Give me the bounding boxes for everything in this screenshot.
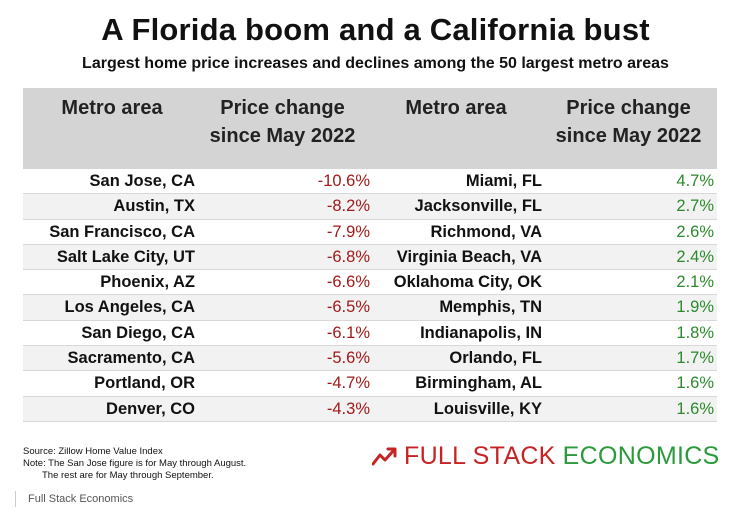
header-metro-area-right: Metro area (371, 94, 541, 122)
chart-subtitle: Largest home price increases and decline… (82, 55, 669, 72)
table-row: Sacramento, CA -5.6% Orlando, FL 1.7% (23, 346, 717, 372)
decliner-metro-cell: Los Angeles, CA (64, 298, 196, 317)
header-metro-area-left: Metro area (27, 94, 197, 122)
decliner-metro-cell: Sacramento, CA (67, 349, 195, 368)
table-row: San Francisco, CA -7.9% Richmond, VA 2.6% (23, 220, 717, 245)
gainer-change-cell: 2.7% (676, 197, 714, 216)
header-price-change-line2: since May 2022 (555, 125, 702, 147)
decliner-change-cell: -10.6% (317, 172, 370, 190)
decliner-change-cell: -8.2% (326, 197, 370, 216)
table-row: Austin, TX -8.2% Jacksonville, FL 2.7% (23, 194, 717, 220)
header-price-change-line2: since May 2022 (209, 125, 356, 147)
footnotes: Source: Zillow Home Value Index Note: Th… (23, 446, 246, 482)
chart-title: A Florida boom and a California bust (101, 12, 650, 47)
price-change-table: Metro area Price change since May 2022 M… (23, 88, 717, 422)
gainer-change-cell: 4.7% (676, 172, 714, 190)
trend-up-arrow-icon (372, 447, 397, 466)
brand-logo: FULL STACK ECONOMICS (372, 441, 720, 471)
table-row: Portland, OR -4.7% Birmingham, AL 1.6% (23, 371, 717, 397)
decliner-metro-cell: Salt Lake City, UT (56, 247, 195, 266)
decliner-change-cell: -4.3% (326, 399, 370, 418)
table-row: Denver, CO -4.3% Louisville, KY 1.6% (23, 396, 717, 422)
decliner-metro-cell: San Diego, CA (81, 323, 195, 342)
gainer-change-cell: 1.9% (676, 298, 714, 317)
decliner-change-cell: -6.6% (326, 273, 370, 292)
decliner-change-cell: -6.8% (326, 247, 370, 266)
gainer-change-cell: 2.1% (676, 273, 714, 292)
header-metro-label: Metro area (405, 97, 507, 119)
gainer-metro-cell: Birmingham, AL (415, 374, 542, 393)
table-row: San Jose, CA -10.6% Miami, FL 4.7% (23, 169, 717, 195)
decliner-metro-cell: Portland, OR (94, 374, 195, 393)
gainer-change-cell: 1.8% (676, 323, 714, 342)
table-row: Phoenix, AZ -6.6% Oklahoma City, OK 2.1% (23, 270, 717, 296)
decliner-change-cell: -4.7% (326, 374, 370, 393)
gainer-change-cell: 1.7% (676, 349, 714, 368)
table-row: Salt Lake City, UT -6.8% Virginia Beach, V… (23, 244, 717, 271)
header-price-change-left: Price change since May 2022 (195, 94, 370, 150)
note-line-1: Note: The San Jose figure is for May thr… (23, 458, 247, 469)
table-header: Metro area Price change since May 2022 M… (23, 88, 717, 169)
gainer-change-cell: 1.6% (676, 374, 714, 393)
decliner-change-cell: -5.6% (326, 349, 370, 368)
decliner-metro-cell: Austin, TX (113, 197, 195, 216)
decliner-metro-cell: Denver, CO (106, 399, 195, 418)
image-caption: Full Stack Economics (15, 491, 133, 507)
decliner-metro-cell: San Francisco, CA (49, 222, 195, 241)
decliner-change-cell: -6.5% (326, 298, 370, 317)
gainer-change-cell: 1.6% (676, 399, 714, 418)
note-line-2: The rest are for May through September. (42, 470, 214, 481)
gainer-metro-cell: Memphis, TN (439, 298, 542, 317)
decliner-metro-cell: Phoenix, AZ (100, 273, 195, 292)
decliner-change-cell: -6.1% (326, 323, 370, 342)
gainer-change-cell: 2.4% (676, 247, 714, 266)
gainer-metro-cell: Richmond, VA (430, 222, 542, 241)
gainer-metro-cell: Virginia Beach, VA (396, 247, 542, 266)
gainer-metro-cell: Louisville, KY (433, 399, 542, 418)
table-body: San Jose, CA -10.6% Miami, FL 4.7% Austin, T… (23, 169, 717, 422)
header-metro-label: Metro area (61, 97, 163, 119)
header-price-change-right: Price change since May 2022 (541, 94, 716, 150)
table-row: Los Angeles, CA -6.5% Memphis, TN 1.9% (23, 295, 717, 321)
table-row: San Diego, CA -6.1% Indianapolis, IN 1.8% (23, 321, 717, 347)
brand-full-stack: FULL STACK (404, 441, 556, 470)
decliner-metro-cell: San Jose, CA (89, 172, 195, 190)
source-note: Source: Zillow Home Value Index (23, 446, 163, 457)
gainer-metro-cell: Orlando, FL (449, 349, 542, 368)
header-price-change-line1: Price change (566, 97, 691, 119)
gainer-metro-cell: Jacksonville, FL (414, 197, 542, 216)
header-price-change-line1: Price change (220, 97, 345, 119)
gainer-change-cell: 2.6% (676, 222, 714, 241)
gainer-metro-cell: Indianapolis, IN (420, 323, 542, 342)
gainer-metro-cell: Miami, FL (465, 172, 542, 190)
gainer-metro-cell: Oklahoma City, OK (393, 273, 542, 292)
decliner-change-cell: -7.9% (326, 222, 370, 241)
brand-economics: ECONOMICS (562, 441, 720, 470)
